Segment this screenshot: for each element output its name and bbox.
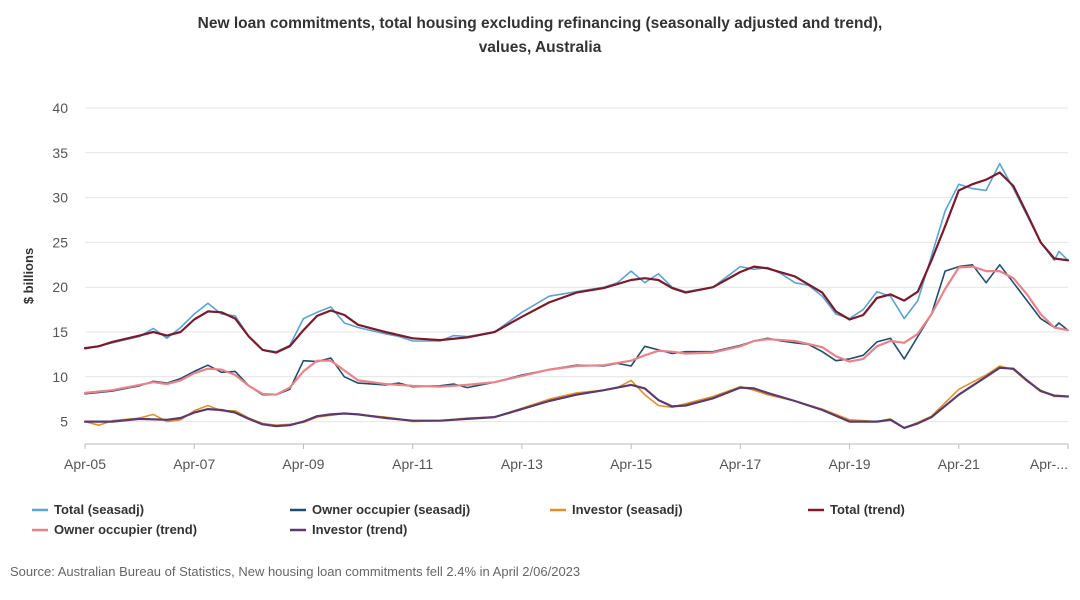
- x-tick-label: Apr-15: [610, 456, 652, 472]
- y-axis: 5 10 15 20 25 30 35 40: [52, 100, 68, 430]
- y-tick-label: 15: [52, 324, 68, 340]
- x-axis: Apr-05 Apr-07 Apr-09 Apr-11 Apr-13 Apr-15 Apr-…: [64, 443, 1069, 472]
- y-tick-label: 30: [52, 190, 68, 206]
- grid-lines: [85, 107, 1068, 423]
- series-lines: [83, 162, 1070, 429]
- y-tick-label: 20: [52, 279, 68, 295]
- legend-label: Total (trend): [830, 502, 905, 517]
- legend-label: Owner occupier (seasadj): [312, 502, 470, 517]
- x-tick-label: Apr-11: [392, 456, 433, 472]
- x-tick-label: Apr-21: [938, 456, 980, 472]
- source-note: Source: Australian Bureau of Statistics,…: [10, 564, 581, 579]
- series-line-owner-occupier-trend: [83, 265, 1070, 396]
- y-axis-label: $ billions: [21, 248, 36, 304]
- series-line-investor-trend: [83, 366, 1070, 429]
- x-tick-label: Apr-09: [282, 456, 324, 472]
- legend-label: Investor (seasadj): [572, 502, 683, 517]
- x-tick-label: Apr-...: [1030, 456, 1068, 472]
- y-tick-label: 10: [52, 369, 68, 385]
- chart-title: New loan commitments, total housing excl…: [0, 12, 1080, 60]
- y-tick-label: 5: [60, 414, 68, 430]
- series-line-total-seasadj: [84, 162, 1069, 353]
- legend-item[interactable]: Owner occupier (trend): [32, 522, 197, 537]
- series-line-investor-seasadj: [84, 365, 1069, 429]
- x-tick-label: Apr-17: [719, 456, 761, 472]
- legend-item[interactable]: Investor (seasadj): [550, 502, 683, 517]
- legend-label: Owner occupier (trend): [54, 522, 197, 537]
- x-tick-label: Apr-05: [64, 456, 106, 472]
- x-tick-label: Apr-13: [501, 456, 543, 472]
- y-tick-label: 25: [52, 234, 68, 250]
- y-tick-label: 40: [52, 100, 68, 116]
- legend-item[interactable]: Total (trend): [808, 502, 905, 517]
- legend-item[interactable]: Investor (trend): [290, 522, 407, 537]
- legend-label: Total (seasadj): [54, 502, 144, 517]
- legend-label: Investor (trend): [312, 522, 407, 537]
- chart-title-line-2: values, Australia: [478, 39, 602, 56]
- chart-title-line-1: New loan commitments, total housing excl…: [197, 15, 883, 32]
- x-tick-label: Apr-19: [829, 456, 871, 472]
- y-tick-label: 35: [52, 145, 68, 161]
- x-tick-label: Apr-07: [173, 456, 215, 472]
- legend: Total (seasadj) Owner occupier (seasadj) I…: [32, 502, 905, 537]
- legend-item[interactable]: Total (seasadj): [32, 502, 144, 517]
- legend-item[interactable]: Owner occupier (seasadj): [290, 502, 470, 517]
- series-line-total-trend: [83, 171, 1070, 354]
